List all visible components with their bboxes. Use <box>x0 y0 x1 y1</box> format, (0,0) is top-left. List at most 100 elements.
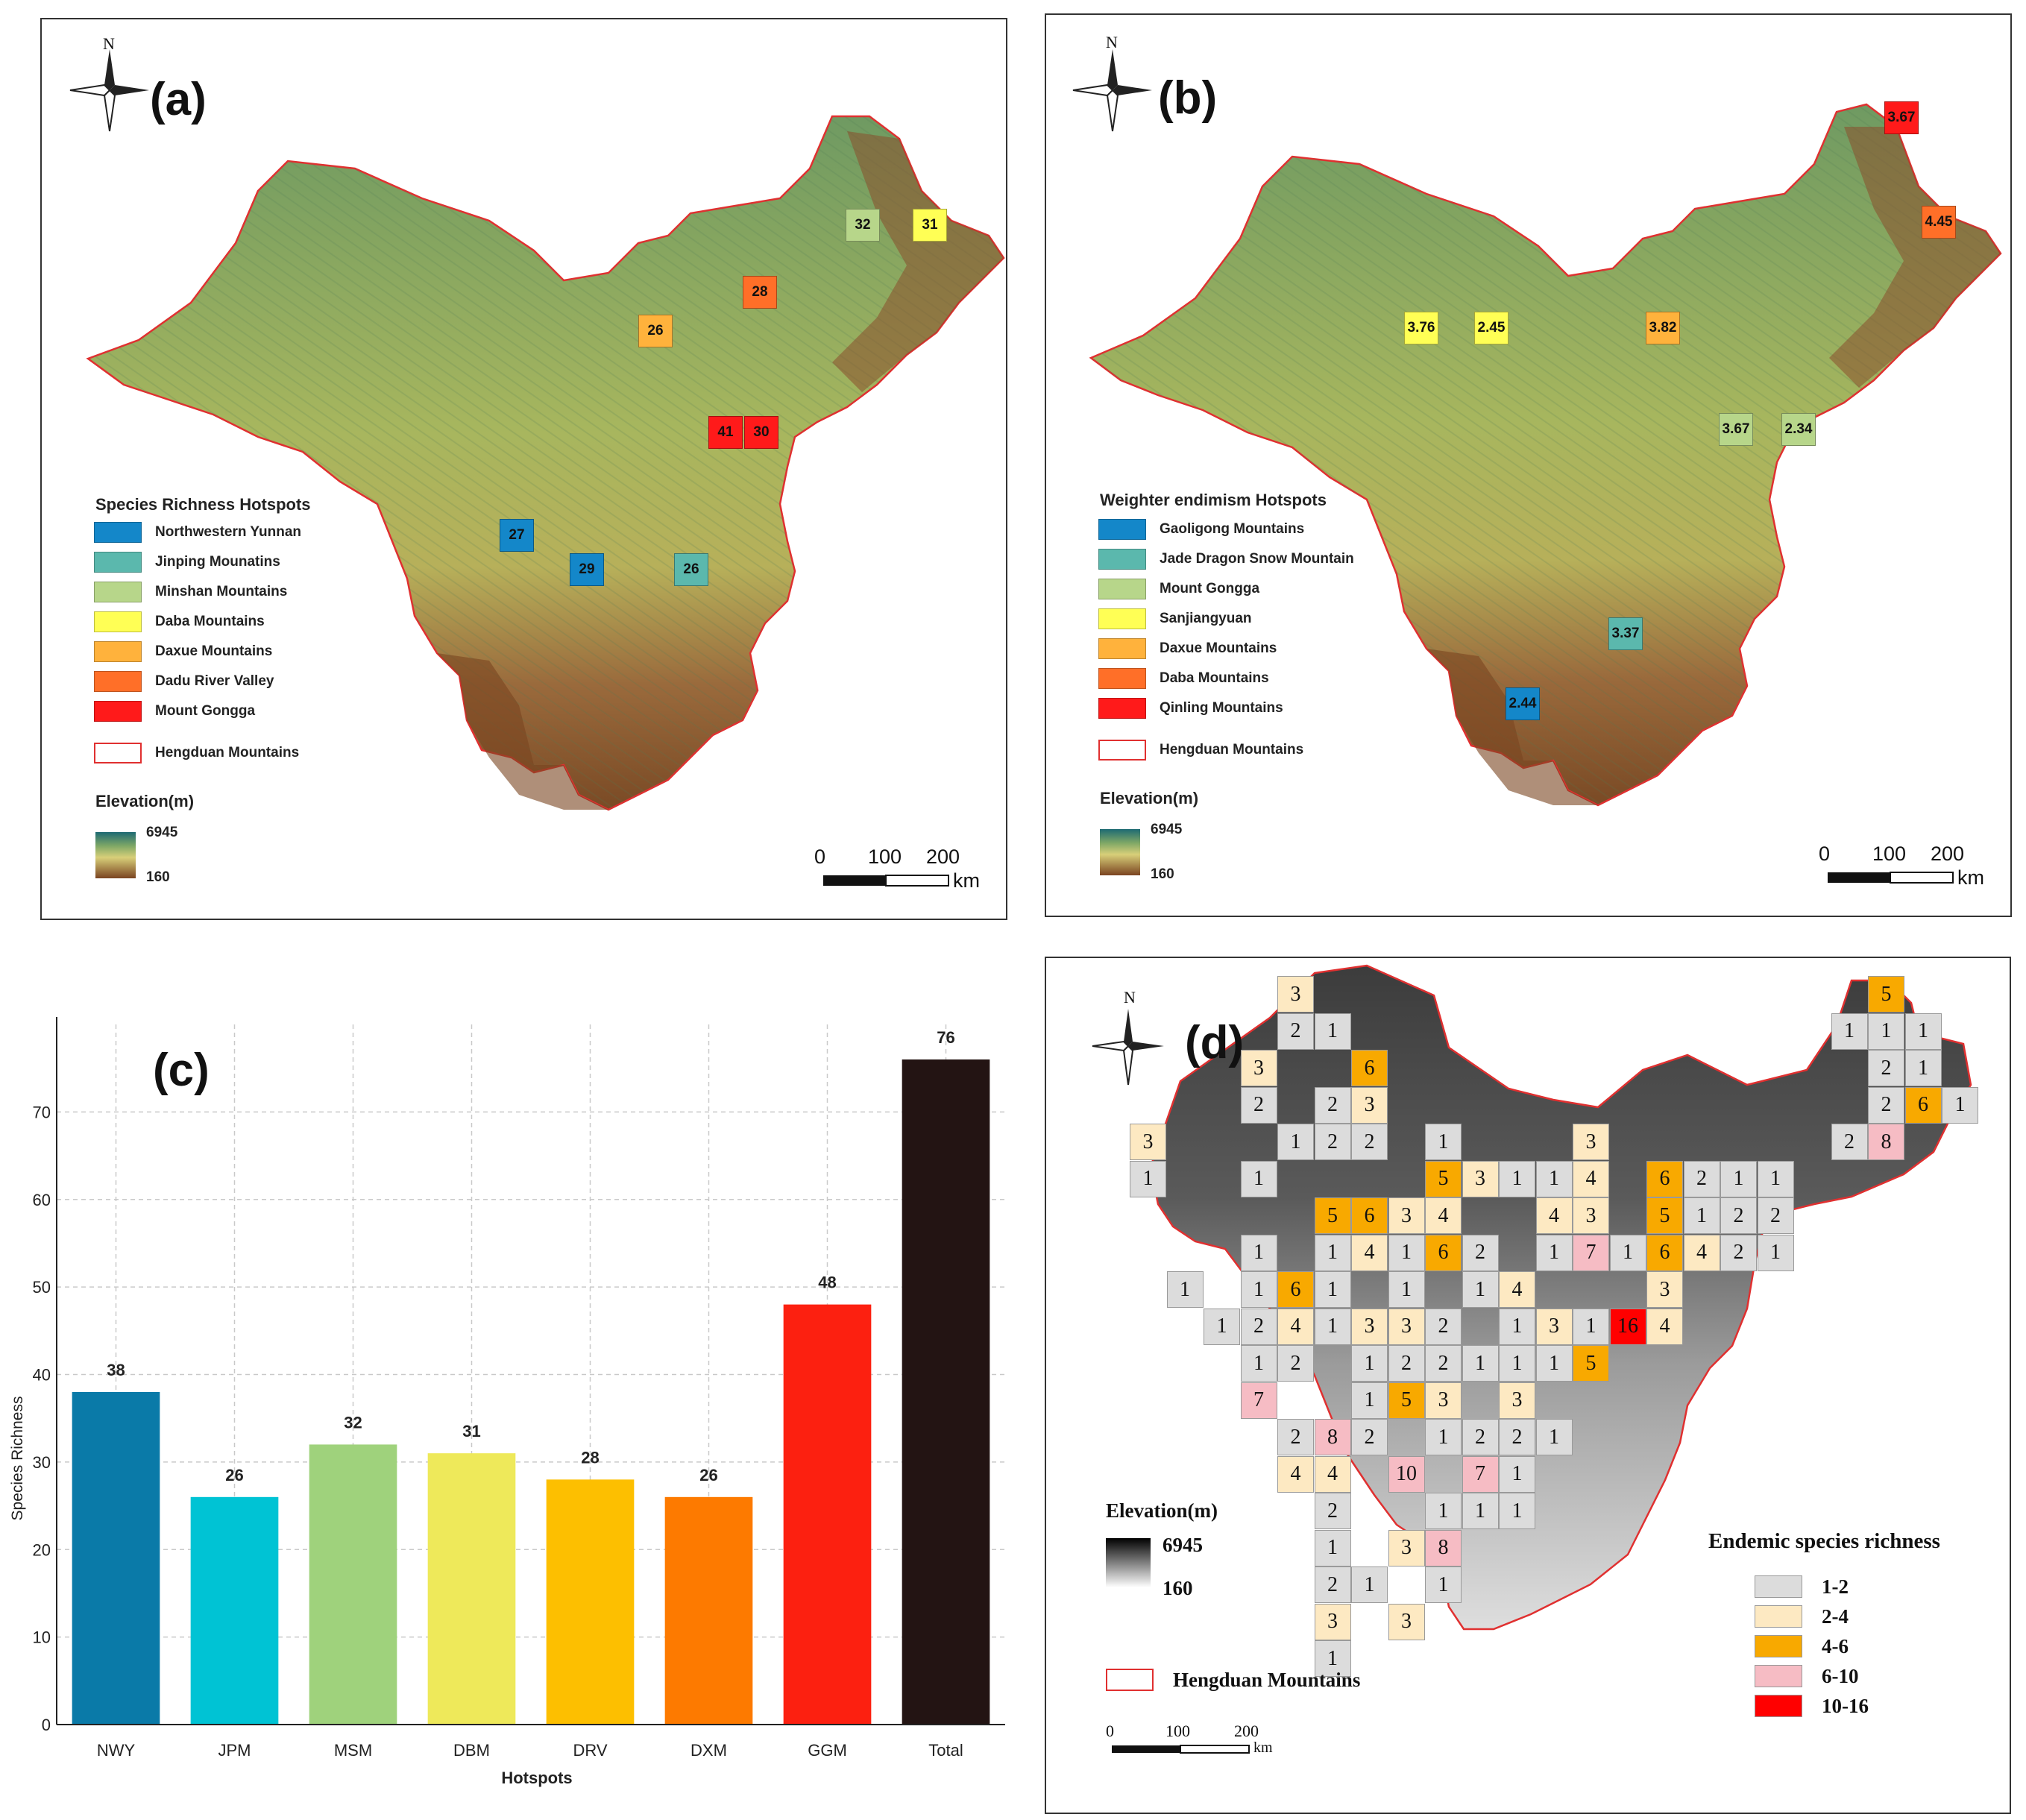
grid-cell: 1 <box>1240 1271 1277 1308</box>
panel-b: N (b) 3.67 4.45 3.76 2.45 3.82 3.67 2.34… <box>1045 13 2012 917</box>
grid-cell: 2 <box>1462 1234 1499 1271</box>
legend-label: 2-4 <box>1822 1605 1849 1628</box>
grid-cell: 1 <box>1904 1050 1942 1086</box>
legend-outline-a: Hengduan Mountains <box>94 743 299 763</box>
grid-cell: 2 <box>1499 1419 1535 1455</box>
grid-cell: 1 <box>1314 1640 1351 1677</box>
grid-cell: 1 <box>1314 1234 1351 1271</box>
grid-cell: 3 <box>1462 1160 1499 1197</box>
legend-swatch <box>1755 1605 1802 1628</box>
grid-cell: 1 <box>1499 1308 1535 1345</box>
y-tick-label: 50 <box>33 1278 51 1297</box>
grid-cell: 6 <box>1904 1086 1942 1124</box>
hotspot-b-1: 3.67 <box>1884 101 1919 134</box>
legend-label: Qinling Mountains <box>1160 700 1283 716</box>
species-richness-chart: 38 26 32 31 28 26 48 76 0 10 20 30 40 50 60 70 NWY JPM MS… <box>33 1017 1005 1760</box>
grid-cell: 2 <box>1314 1124 1351 1160</box>
grid-cell: 3 <box>1314 1603 1351 1640</box>
grid-cell: 1 <box>1868 1013 1904 1050</box>
elevation-min-a: 160 <box>146 869 170 885</box>
grid-cell: 5 <box>1314 1197 1351 1234</box>
grid-cell: 1 <box>1425 1566 1462 1603</box>
grid-cell: 1 <box>1535 1345 1573 1382</box>
grid-cell: 3 <box>1351 1308 1388 1345</box>
legend-swatch <box>1755 1575 1802 1598</box>
legend-label: Sanjiangyuan <box>1160 611 1252 626</box>
scale-d-unit: km <box>1253 1739 1273 1756</box>
hotspot-b-7: 2.34 <box>1781 413 1816 446</box>
grid-cell: 1 <box>1499 1455 1535 1493</box>
grid-cell: 1 <box>1240 1345 1277 1382</box>
scale-bar-d <box>1112 1745 1250 1754</box>
panel-a-label: (a) <box>150 74 207 125</box>
grid-cell: 1 <box>1499 1493 1535 1529</box>
panel-b-map <box>1089 103 2002 807</box>
grid-cell: 4 <box>1277 1455 1314 1493</box>
hotspot-b-5: 3.82 <box>1646 312 1680 344</box>
hotspot-a-2: 31 <box>913 209 947 242</box>
grid-cell: 3 <box>1351 1086 1388 1124</box>
scale-b-100: 100 <box>1872 843 1907 865</box>
grid-cell: 1 <box>1314 1529 1351 1566</box>
grid-cell: 7 <box>1240 1382 1277 1419</box>
hotspot-a-3: 28 <box>743 276 777 309</box>
elevation-max-d: 6945 <box>1163 1534 1203 1556</box>
scale-d-0: 0 <box>1106 1722 1114 1740</box>
elevation-min-d: 160 <box>1163 1577 1193 1599</box>
grid-cell: 8 <box>1868 1124 1904 1160</box>
scale-bar-a <box>823 875 949 887</box>
bar-msm <box>309 1444 397 1725</box>
scale-bar-b <box>1828 872 1954 884</box>
grid-cell: 1 <box>1314 1308 1351 1345</box>
bar-value-label: 28 <box>581 1448 599 1467</box>
elevation-title-b: Elevation(m) <box>1100 789 1199 807</box>
legend-label: Mount Gongga <box>155 703 256 719</box>
compass-north-label-d: N <box>1124 988 1136 1007</box>
grid-cell: 2 <box>1277 1345 1314 1382</box>
legend-title-d: Endemic species richness <box>1708 1529 1940 1553</box>
grid-cell: 3 <box>1535 1308 1573 1345</box>
bar-value-label: 32 <box>344 1413 362 1432</box>
grid-cell: 5 <box>1573 1345 1609 1382</box>
x-tick-label: DXM <box>690 1741 727 1760</box>
grid-cell: 2 <box>1425 1345 1462 1382</box>
panel-d-label: (d) <box>1185 1017 1245 1068</box>
grid-cell: 1 <box>1388 1234 1425 1271</box>
legend-item-b-5: Daxue Mountains <box>1098 638 1277 659</box>
bar-value-label: 31 <box>462 1422 480 1440</box>
legend-item-d-3: 4-6 <box>1755 1634 1849 1659</box>
scale-a-100: 100 <box>868 846 902 868</box>
chart-ylabel: Species Richness <box>9 1396 26 1521</box>
grid-cell: 1 <box>1499 1160 1535 1197</box>
grid-cell: 1 <box>1535 1160 1573 1197</box>
legend-label: Dadu River Valley <box>155 673 274 689</box>
legend-title-a: Species Richness Hotspots <box>95 495 311 514</box>
grid-cell: 8 <box>1314 1419 1351 1455</box>
legend-swatch <box>94 582 142 602</box>
legend-outline-swatch <box>94 743 142 763</box>
grid-cell: 6 <box>1351 1197 1388 1234</box>
grid-cell: 1 <box>1388 1271 1425 1308</box>
bar-nwy <box>72 1391 160 1725</box>
legend-item-d-5: 10-16 <box>1755 1693 1869 1719</box>
grid-cell: 2 <box>1240 1086 1277 1124</box>
grid-cell: 16 <box>1609 1308 1646 1345</box>
grid-cell: 1 <box>1314 1271 1351 1308</box>
compass-north-label-b: N <box>1106 33 1118 51</box>
grid-cell: 6 <box>1277 1271 1314 1308</box>
grid-cell: 5 <box>1388 1382 1425 1419</box>
grid-cell: 2 <box>1720 1197 1757 1234</box>
grid-cell: 2 <box>1314 1086 1351 1124</box>
legend-label: Northwestern Yunnan <box>155 524 302 540</box>
grid-cell: 1 <box>1499 1345 1535 1382</box>
elevation-ramp-a <box>95 832 136 878</box>
bar-dxm <box>664 1496 753 1725</box>
grid-cell: 1 <box>1240 1234 1277 1271</box>
grid-cell: 3 <box>1240 1050 1277 1086</box>
grid-cell: 3 <box>1646 1271 1683 1308</box>
bar-value-label: 76 <box>937 1028 954 1047</box>
x-tick-label: MSM <box>334 1741 372 1760</box>
legend-item-a-1: Northwestern Yunnan <box>94 522 301 543</box>
